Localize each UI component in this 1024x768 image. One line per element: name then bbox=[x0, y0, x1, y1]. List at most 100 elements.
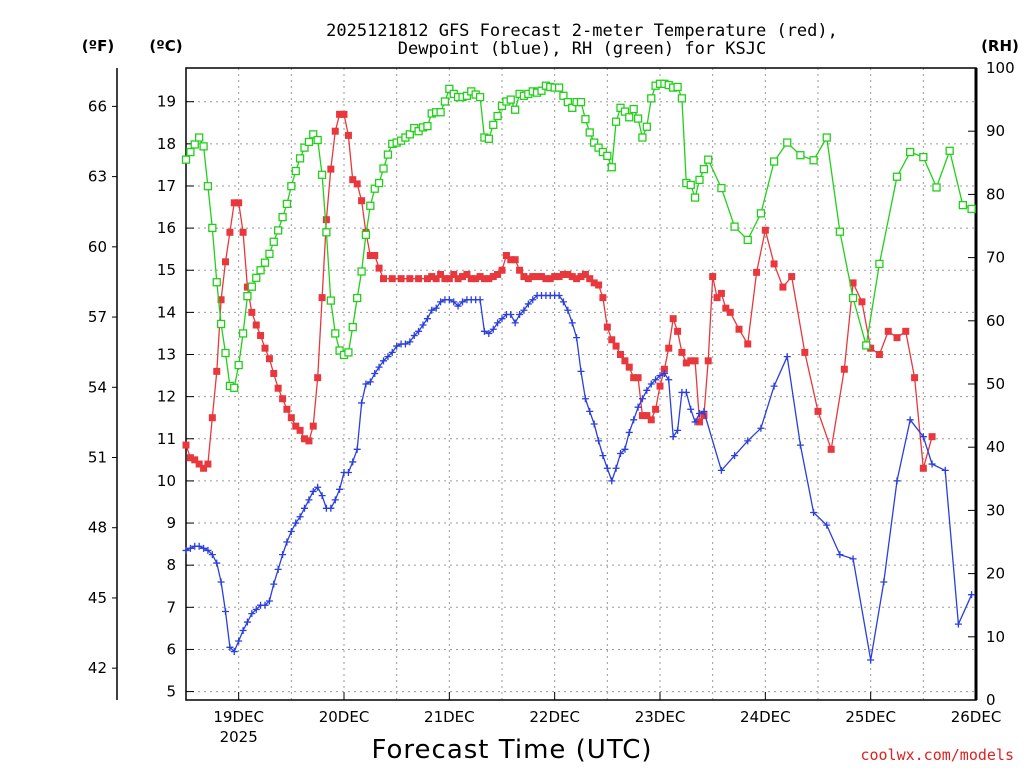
temperature-point bbox=[366, 251, 374, 259]
rh-point bbox=[607, 163, 616, 172]
temperature-point bbox=[590, 279, 598, 287]
temperature-point bbox=[454, 275, 462, 283]
rh-point bbox=[423, 121, 432, 131]
rh-point bbox=[300, 143, 309, 152]
celsius-tick-label: 13 bbox=[157, 346, 176, 364]
temperature-point bbox=[919, 464, 927, 472]
dewpoint-point bbox=[243, 618, 251, 626]
rh-unit-label: (RH) bbox=[981, 37, 1019, 55]
rh-point bbox=[212, 278, 221, 287]
temperature-point bbox=[494, 270, 502, 278]
rh-point bbox=[475, 92, 485, 102]
temperature-point bbox=[726, 308, 734, 316]
temperature-point bbox=[450, 270, 458, 278]
dewpoint-point bbox=[590, 420, 598, 428]
rh-point bbox=[348, 322, 357, 332]
rh-point bbox=[932, 183, 941, 192]
dewpoint-point bbox=[375, 363, 383, 371]
dewpoint-point bbox=[625, 428, 633, 436]
temperature-point bbox=[603, 323, 611, 331]
credit-text[interactable]: coolwx.com/models bbox=[860, 746, 1014, 764]
temperature-point bbox=[467, 275, 475, 283]
temperature-point bbox=[928, 433, 936, 441]
fahrenheit-tick-label: 42 bbox=[88, 659, 107, 677]
temperature-point bbox=[230, 199, 238, 207]
dewpoint-point bbox=[954, 620, 962, 628]
temperature-point bbox=[498, 266, 506, 274]
dewpoint-point bbox=[941, 466, 949, 474]
dewpoint-point bbox=[401, 340, 409, 348]
dewpoint-point bbox=[301, 504, 308, 512]
rh-point bbox=[366, 201, 375, 210]
temperature-point bbox=[761, 226, 769, 234]
dewpoint-point bbox=[248, 610, 256, 618]
dewpoint-point bbox=[717, 466, 725, 474]
temperature-point bbox=[318, 294, 326, 302]
dewpoint-point bbox=[656, 372, 664, 380]
temperature-point bbox=[322, 216, 330, 224]
temperature-point bbox=[875, 351, 883, 359]
dewpoint-point bbox=[577, 367, 585, 375]
temperature-point bbox=[568, 273, 576, 281]
dewpoint-point bbox=[419, 321, 427, 329]
dewpoint-point bbox=[770, 382, 778, 390]
temperature-point bbox=[581, 270, 589, 278]
dewpoint-point bbox=[476, 296, 484, 304]
temperature-point bbox=[814, 407, 822, 415]
fahrenheit-unit-label: (ºF) bbox=[82, 37, 114, 55]
rh-point bbox=[576, 97, 586, 107]
celsius-tick-label: 16 bbox=[157, 219, 176, 237]
temperature-point bbox=[437, 270, 445, 278]
dewpoint-point bbox=[652, 376, 660, 384]
rh-point bbox=[625, 113, 634, 122]
temperature-point bbox=[634, 374, 642, 382]
dewpoint-point bbox=[783, 353, 791, 361]
rh-point bbox=[383, 150, 393, 159]
temperature-point bbox=[336, 110, 344, 118]
temperature-point bbox=[555, 273, 563, 281]
temperature-point bbox=[344, 131, 352, 139]
rh-point bbox=[690, 193, 700, 202]
dewpoint-point bbox=[217, 578, 225, 586]
temperature-point bbox=[309, 422, 317, 430]
series-line bbox=[185, 83, 972, 389]
dewpoint-point bbox=[450, 298, 458, 306]
temperature-point bbox=[327, 165, 335, 173]
dewpoint-point bbox=[261, 601, 269, 609]
rh-point bbox=[559, 91, 568, 100]
temperature-point bbox=[884, 327, 892, 335]
temperature-point bbox=[358, 197, 366, 205]
dewpoint-point bbox=[608, 477, 616, 485]
rh-point bbox=[906, 147, 915, 157]
temperature-point bbox=[660, 365, 668, 373]
rh-tick-label: 80 bbox=[986, 185, 1005, 203]
dewpoint-point bbox=[660, 369, 668, 377]
rh-point bbox=[730, 222, 739, 231]
rh-point bbox=[309, 130, 318, 139]
celsius-tick-label: 6 bbox=[166, 640, 176, 658]
rh-point bbox=[287, 182, 296, 191]
temperature-point bbox=[529, 273, 537, 281]
x-tick-label: 24DEC bbox=[740, 708, 791, 726]
temperature-point bbox=[397, 275, 405, 283]
dewpoint-point bbox=[511, 319, 519, 327]
rh-point bbox=[892, 172, 902, 181]
dewpoint-point bbox=[480, 327, 488, 335]
temperature-point bbox=[217, 296, 225, 304]
temperature-point bbox=[717, 289, 725, 297]
dewpoint-point bbox=[647, 380, 655, 388]
dewpoint-point bbox=[612, 464, 620, 472]
rh-point bbox=[506, 95, 515, 104]
dewpoint-point bbox=[810, 509, 818, 517]
temperature-point bbox=[423, 275, 431, 283]
temperature-point bbox=[388, 275, 396, 283]
rh-point bbox=[445, 84, 454, 94]
temperature-point bbox=[524, 275, 532, 283]
temperature-point bbox=[472, 275, 480, 283]
rh-point bbox=[568, 103, 577, 112]
rh-point bbox=[252, 273, 261, 282]
dewpoint-point bbox=[331, 496, 339, 504]
temperature-point bbox=[744, 340, 752, 348]
temperature-point bbox=[213, 367, 221, 375]
dewpoint-point bbox=[928, 460, 936, 468]
